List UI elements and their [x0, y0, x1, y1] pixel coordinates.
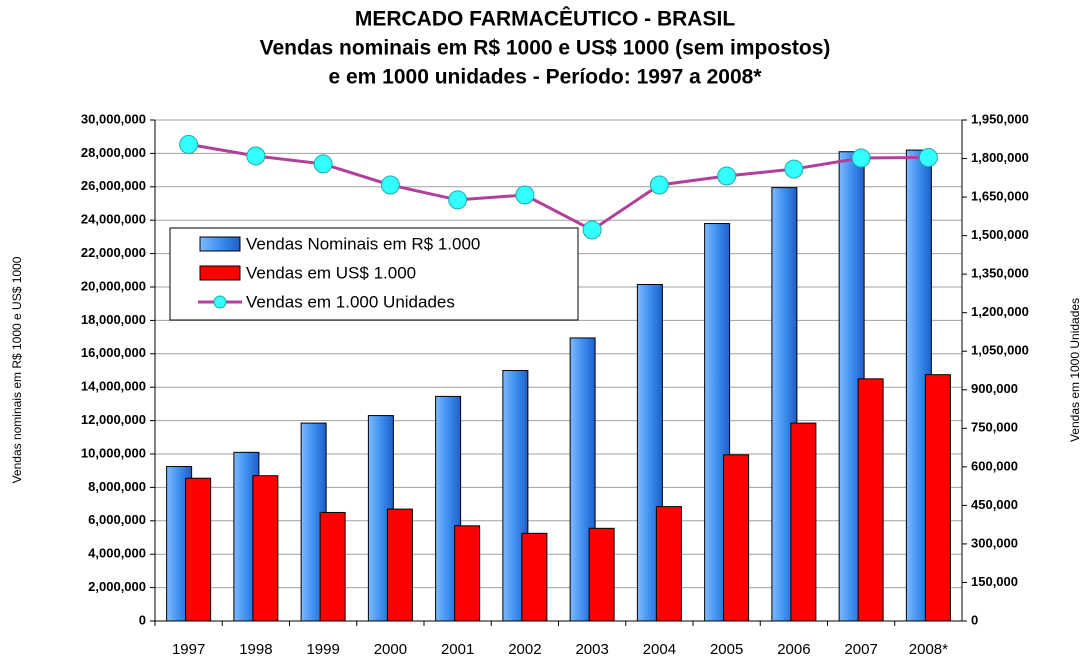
line-marker	[851, 148, 871, 168]
y-tick-label: 8,000,000	[88, 479, 146, 494]
line-marker	[582, 220, 602, 240]
y-tick-label: 16,000,000	[81, 345, 146, 360]
x-tick-label: 1997	[172, 641, 205, 658]
x-tick-label: 2002	[508, 641, 541, 658]
y-tick-label: 28,000,000	[81, 145, 146, 160]
line-marker	[448, 190, 468, 210]
legend-label: Vendas Nominais em R$ 1.000	[246, 234, 480, 253]
line-marker	[784, 159, 804, 179]
y-tick-label: 4,000,000	[88, 546, 146, 561]
y2-tick-label: 750,000	[971, 420, 1018, 435]
x-tick-label: 2001	[441, 641, 474, 658]
y2-tick-label: 0	[971, 612, 978, 627]
x-tick-label: 2000	[374, 641, 407, 658]
y2-tick-label: 1,800,000	[971, 150, 1029, 165]
y-tick-label: 2,000,000	[88, 579, 146, 594]
x-tick-label: 1999	[306, 641, 339, 658]
legend-label: Vendas em 1.000 Unidades	[246, 292, 455, 311]
x-tick-label: 2003	[575, 641, 608, 658]
y-tick-label: 24,000,000	[81, 212, 146, 227]
chart-subtitle: e em 1000 unidades - Período: 1997 a 200…	[328, 66, 762, 89]
y-tick-label: 20,000,000	[81, 278, 146, 293]
bar	[790, 422, 817, 622]
y2-tick-label: 600,000	[971, 458, 1018, 473]
line-marker	[313, 154, 333, 174]
y-tick-label: 18,000,000	[81, 312, 146, 327]
y-tick-label: 14,000,000	[81, 379, 146, 394]
bar	[454, 525, 481, 622]
line-marker	[649, 175, 669, 195]
bar	[924, 374, 951, 622]
y2-tick-label: 300,000	[971, 535, 1018, 550]
line-marker	[246, 146, 266, 166]
line	[188, 142, 929, 232]
y-tick-label: 22,000,000	[81, 245, 146, 260]
chart-subtitle: Vendas nominais em R$ 1000 e US$ 1000 (s…	[260, 37, 831, 60]
y2-tick-label: 1,950,000	[971, 111, 1029, 126]
x-tick-label: 2004	[643, 641, 676, 658]
line-marker	[918, 148, 938, 168]
y2-tick-label: 1,200,000	[971, 304, 1029, 319]
y-tick-label: 6,000,000	[88, 512, 146, 527]
bar	[185, 477, 212, 622]
y2-tick-label: 900,000	[971, 381, 1018, 396]
y-tick-label: 26,000,000	[81, 178, 146, 193]
y-tick-label: 12,000,000	[81, 412, 146, 427]
chart-title: MERCADO FARMACÊUTICO - BRASIL	[355, 7, 735, 31]
y-tick-label: 10,000,000	[81, 445, 146, 460]
line-marker	[179, 134, 199, 154]
y2-tick-label: 1,500,000	[971, 227, 1029, 242]
line-marker	[380, 175, 400, 195]
legend-label: Vendas em US$ 1.000	[246, 263, 416, 282]
bar	[857, 378, 884, 622]
y2-tick-label: 1,650,000	[971, 189, 1029, 204]
bar	[723, 454, 750, 622]
bar	[386, 508, 413, 622]
x-tick-label: 2008*	[909, 641, 948, 658]
bar	[588, 527, 615, 622]
y2-tick-label: 1,050,000	[971, 343, 1029, 358]
bar	[655, 506, 682, 622]
y-axis-label: Vendas nominais em R$ 1000 e US$ 1000	[10, 256, 24, 483]
bar	[521, 532, 548, 622]
y2-tick-label: 150,000	[971, 574, 1018, 589]
y2-tick-label: 1,350,000	[971, 266, 1029, 281]
legend-swatch	[199, 236, 241, 252]
y2-axis-label: Vendas em 1000 Unidades	[1068, 298, 1082, 442]
legend-swatch	[213, 295, 227, 309]
y2-tick-label: 450,000	[971, 497, 1018, 512]
y-tick-label: 30,000,000	[81, 111, 146, 126]
legend-swatch	[199, 265, 241, 281]
x-tick-label: 2005	[710, 641, 743, 658]
y-tick-label: 0	[139, 612, 146, 627]
x-tick-label: 1998	[239, 641, 272, 658]
line-marker	[515, 185, 535, 205]
bar	[252, 475, 279, 622]
line-marker	[717, 166, 737, 186]
bar	[319, 511, 346, 622]
x-tick-label: 2007	[844, 641, 877, 658]
x-tick-label: 2006	[777, 641, 810, 658]
